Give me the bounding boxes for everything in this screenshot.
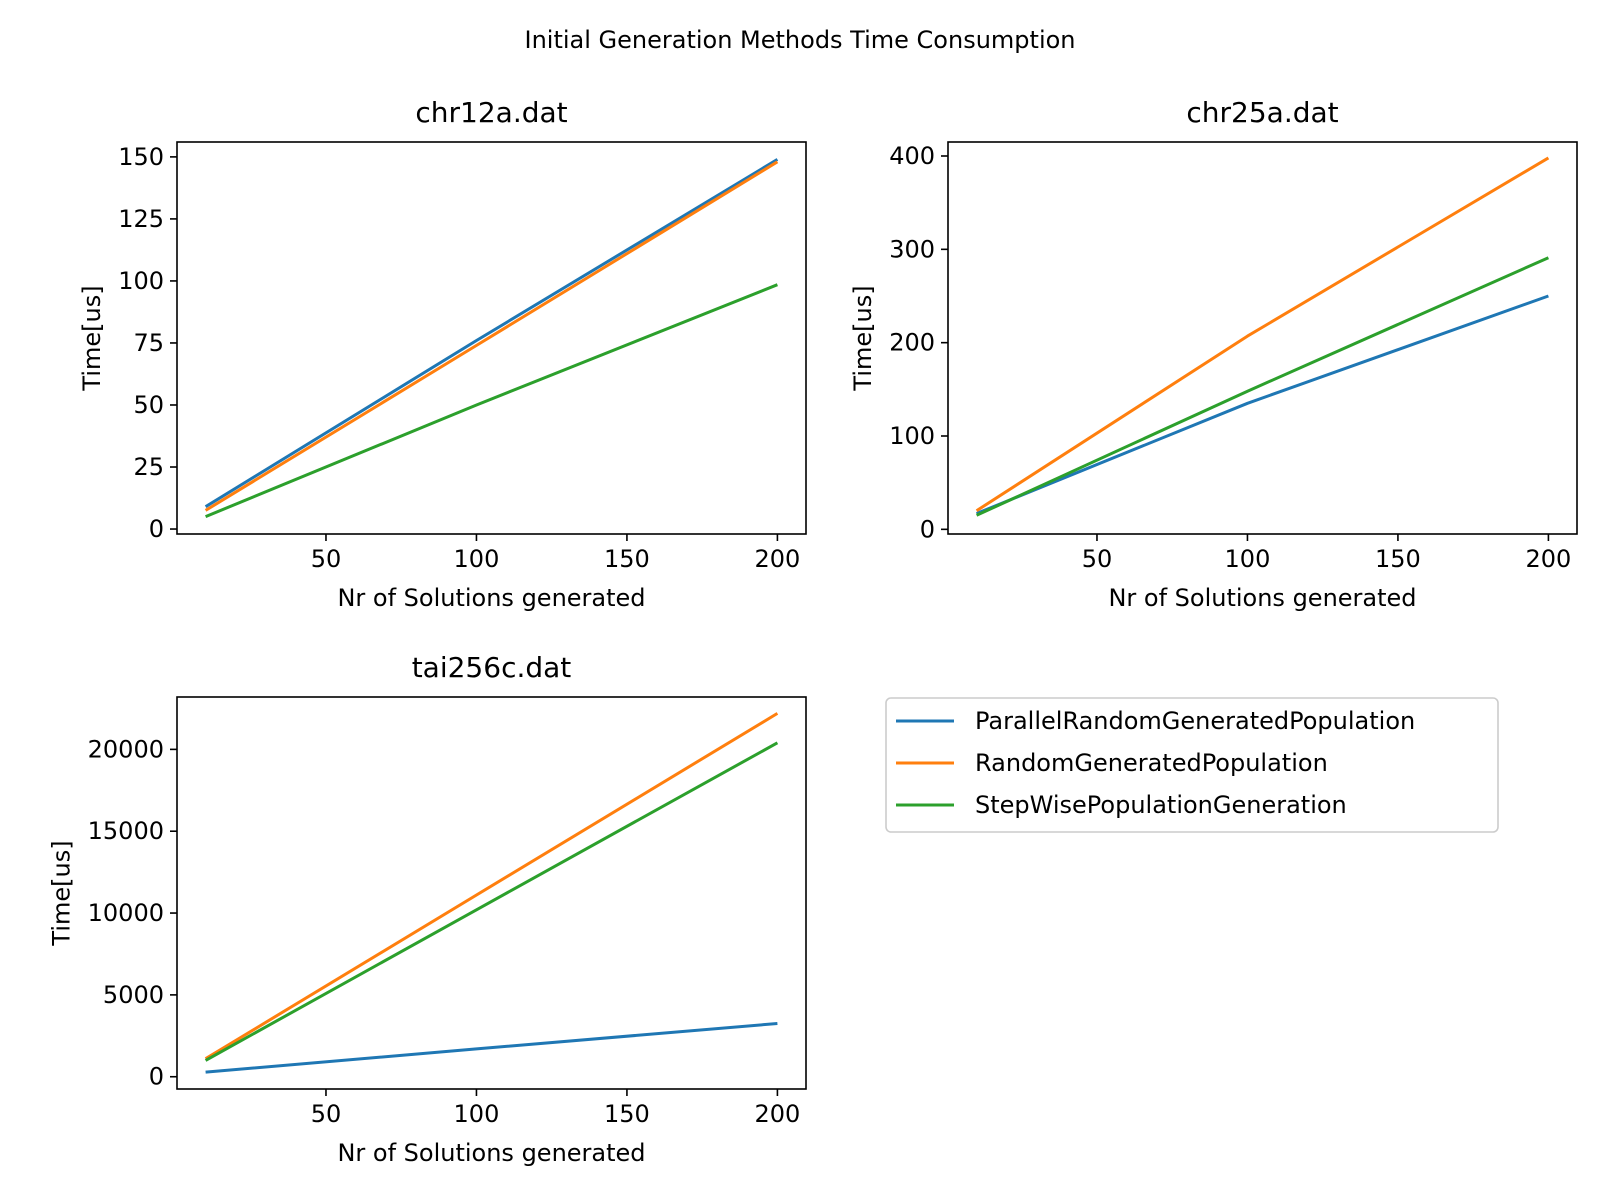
x-tick-label: 50 <box>1082 545 1113 573</box>
series-line <box>204 160 779 512</box>
x-tick-label: 100 <box>454 545 500 573</box>
y-tick-label: 150 <box>118 143 164 171</box>
x-tick-label: 150 <box>604 545 650 573</box>
y-tick-label: 0 <box>149 515 164 543</box>
y-axis-label: Time[us] <box>78 285 106 391</box>
legend-label: RandomGeneratedPopulation <box>975 749 1328 777</box>
y-tick-label: 25 <box>133 453 164 481</box>
y-tick-label: 200 <box>889 329 935 357</box>
x-tick-label: 50 <box>311 1100 342 1128</box>
series-line <box>204 158 779 508</box>
y-tick-label: 5000 <box>103 981 164 1009</box>
y-tick-label: 75 <box>133 329 164 357</box>
y-tick-label: 50 <box>133 391 164 419</box>
legend: ParallelRandomGeneratedPopulation RandomG… <box>885 697 1499 833</box>
plot-frame <box>176 141 807 535</box>
series-line <box>204 741 779 1062</box>
subplots: 50 100 150 200 0 25 50 75 100 125 150 chr12a.dat Nr … <box>48 96 1578 1167</box>
x-tick-label: 200 <box>755 545 801 573</box>
legend-label: ParallelRandomGeneratedPopulation <box>975 707 1415 735</box>
series-line <box>976 294 1549 515</box>
series-line <box>975 156 1550 512</box>
legend-label: StepWisePopulationGeneration <box>975 791 1347 819</box>
x-axis-label: Nr of Solutions generated <box>337 584 645 612</box>
plot-frame <box>947 141 1578 535</box>
y-tick-label: 10000 <box>88 899 164 927</box>
y-axis-label: Time[us] <box>849 285 877 391</box>
x-axis-label: Nr of Solutions generated <box>1108 584 1416 612</box>
x-tick-label: 100 <box>454 1100 500 1128</box>
plot-frame <box>176 696 807 1090</box>
y-tick-label: 100 <box>889 422 935 450</box>
y-tick-label: 15000 <box>88 817 164 845</box>
x-axis-label: Nr of Solutions generated <box>337 1139 645 1167</box>
subplot-3: 50 100 150 200 0 5000 10000 15000 20000 tai256c.d… <box>48 651 807 1167</box>
x-tick-label: 100 <box>1225 545 1271 573</box>
y-tick-label: 0 <box>149 1063 164 1091</box>
y-tick-label: 300 <box>889 235 935 263</box>
subplot-title: chr12a.dat <box>415 96 567 129</box>
subplot-1: 50 100 150 200 0 25 50 75 100 125 150 chr12a.dat Nr … <box>78 96 807 612</box>
x-tick-label: 150 <box>1375 545 1421 573</box>
subplot-title: tai256c.dat <box>412 651 572 684</box>
subplot-2: 50 100 150 200 0 100 200 300 400 chr25a.dat Nr of … <box>849 96 1578 612</box>
x-tick-label: 200 <box>755 1100 801 1128</box>
series-line <box>205 283 778 518</box>
y-tick-label: 20000 <box>88 735 164 763</box>
series-line <box>205 1022 778 1074</box>
x-tick-label: 150 <box>604 1100 650 1128</box>
series-line <box>204 712 779 1060</box>
legend-box <box>885 697 1499 833</box>
y-tick-label: 100 <box>118 267 164 295</box>
series-line <box>975 256 1550 517</box>
y-tick-label: 400 <box>889 142 935 170</box>
y-axis-label: Time[us] <box>48 840 76 946</box>
y-tick-label: 125 <box>118 205 164 233</box>
figure-title: Initial Generation Methods Time Consumpt… <box>524 26 1075 54</box>
subplot-title: chr25a.dat <box>1186 96 1338 129</box>
x-tick-label: 200 <box>1526 545 1572 573</box>
x-tick-label: 50 <box>311 545 342 573</box>
y-tick-label: 0 <box>920 515 935 543</box>
